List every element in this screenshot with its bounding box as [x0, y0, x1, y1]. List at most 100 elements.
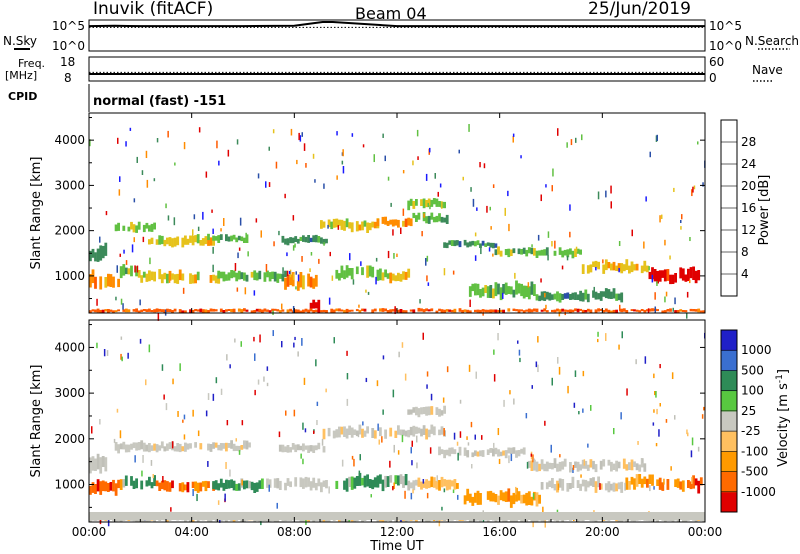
echo-cell [135, 478, 138, 489]
echo-cell [574, 248, 577, 257]
echo-cell [638, 474, 642, 484]
echo-cell [694, 519, 698, 522]
echo-cell [320, 237, 323, 244]
echo-cell [276, 309, 280, 312]
echo-cell [214, 275, 218, 284]
echo-cell [533, 248, 536, 256]
echo-cell [299, 310, 303, 313]
echo-speckle [665, 291, 668, 297]
echo-speckle [422, 332, 424, 340]
echo-speckle [551, 241, 553, 247]
echo-cell [222, 443, 226, 449]
echo-cell [171, 238, 174, 248]
echo-cell [314, 482, 318, 491]
echo-speckle [393, 444, 395, 453]
echo-cell [666, 309, 670, 312]
echo-speckle [613, 428, 615, 435]
echo-cell [109, 482, 113, 491]
echo-cell [412, 425, 416, 437]
echo-cell [142, 442, 146, 452]
echo-speckle [170, 507, 172, 512]
echo-cell [361, 267, 364, 276]
echo-speckle [557, 357, 559, 364]
echo-band [217, 270, 287, 283]
echo-cell [135, 442, 138, 451]
echo-cell [476, 240, 480, 246]
echo-speckle [503, 399, 505, 407]
echo-cell [181, 237, 185, 248]
echo-cell [443, 479, 446, 487]
echo-cell [307, 477, 310, 487]
echo-speckle [610, 201, 612, 209]
echo-cell [207, 233, 210, 241]
echo-cell [373, 477, 377, 488]
echo-band [278, 442, 326, 453]
echo-cell [502, 450, 505, 456]
echo-speckle [96, 298, 98, 306]
echo-cell [199, 240, 203, 246]
colorbar-frame [720, 329, 738, 513]
echo-cell [361, 308, 364, 311]
echo-speckle [234, 338, 236, 343]
echo-speckle [226, 420, 229, 426]
echo-cell [286, 238, 290, 246]
echo-cell [314, 274, 318, 287]
echo-cell [191, 519, 195, 522]
echo-cell [620, 481, 624, 493]
colorbar-tick-label: 8 [741, 245, 749, 259]
echo-cell [204, 236, 208, 245]
echo-speckle [421, 231, 423, 237]
echo-cell [489, 242, 493, 248]
echo-speckle [96, 342, 98, 349]
echo-cell [366, 222, 369, 233]
echo-cell [450, 240, 454, 246]
echo-band [281, 234, 328, 246]
echo-speckle [297, 274, 300, 282]
echo-speckle [389, 460, 391, 468]
echo-cell [338, 273, 341, 281]
echo-cell [458, 308, 462, 312]
echo-speckle [321, 438, 324, 446]
echo-speckle [470, 187, 472, 192]
echo-cell [127, 309, 131, 313]
echo-speckle [701, 414, 704, 419]
echo-cell [443, 309, 446, 314]
echo-cell [479, 450, 482, 457]
echo-speckle [240, 341, 242, 347]
echo-speckle [595, 267, 597, 271]
echo-speckle [497, 428, 500, 436]
echo-speckle [425, 258, 427, 266]
echo-speckle [145, 379, 147, 386]
echo-cell [173, 237, 177, 247]
echo-speckle [393, 482, 395, 490]
echo-cell [420, 199, 423, 206]
echo-cell [309, 237, 313, 243]
echo-speckle [655, 135, 658, 142]
echo-speckle [309, 268, 311, 273]
echo-cell [407, 217, 411, 226]
echo-speckle [253, 290, 256, 296]
echo-speckle [618, 268, 620, 273]
echo-cell [535, 492, 539, 507]
echo-speckle [637, 441, 639, 445]
freq-label-line1: Freq. [18, 57, 45, 70]
echo-speckle [314, 179, 316, 183]
echo-cell [543, 308, 547, 312]
echo-speckle [567, 385, 569, 394]
echo-speckle [281, 341, 283, 348]
echo-speckle [370, 494, 372, 498]
echo-cell [674, 479, 677, 487]
echo-speckle [136, 265, 139, 273]
echo-cell [163, 272, 167, 280]
echo-cell [468, 286, 472, 297]
echo-cell [471, 283, 475, 292]
echo-cell [212, 274, 215, 281]
echo-speckle [416, 462, 418, 469]
echo-cell [697, 270, 701, 281]
echo-cell [386, 476, 390, 487]
echo-cell [237, 235, 241, 241]
echo-cell [201, 309, 205, 313]
echo-cell [407, 409, 411, 415]
nave-label: Nave [752, 63, 783, 77]
echo-cell [366, 474, 369, 487]
